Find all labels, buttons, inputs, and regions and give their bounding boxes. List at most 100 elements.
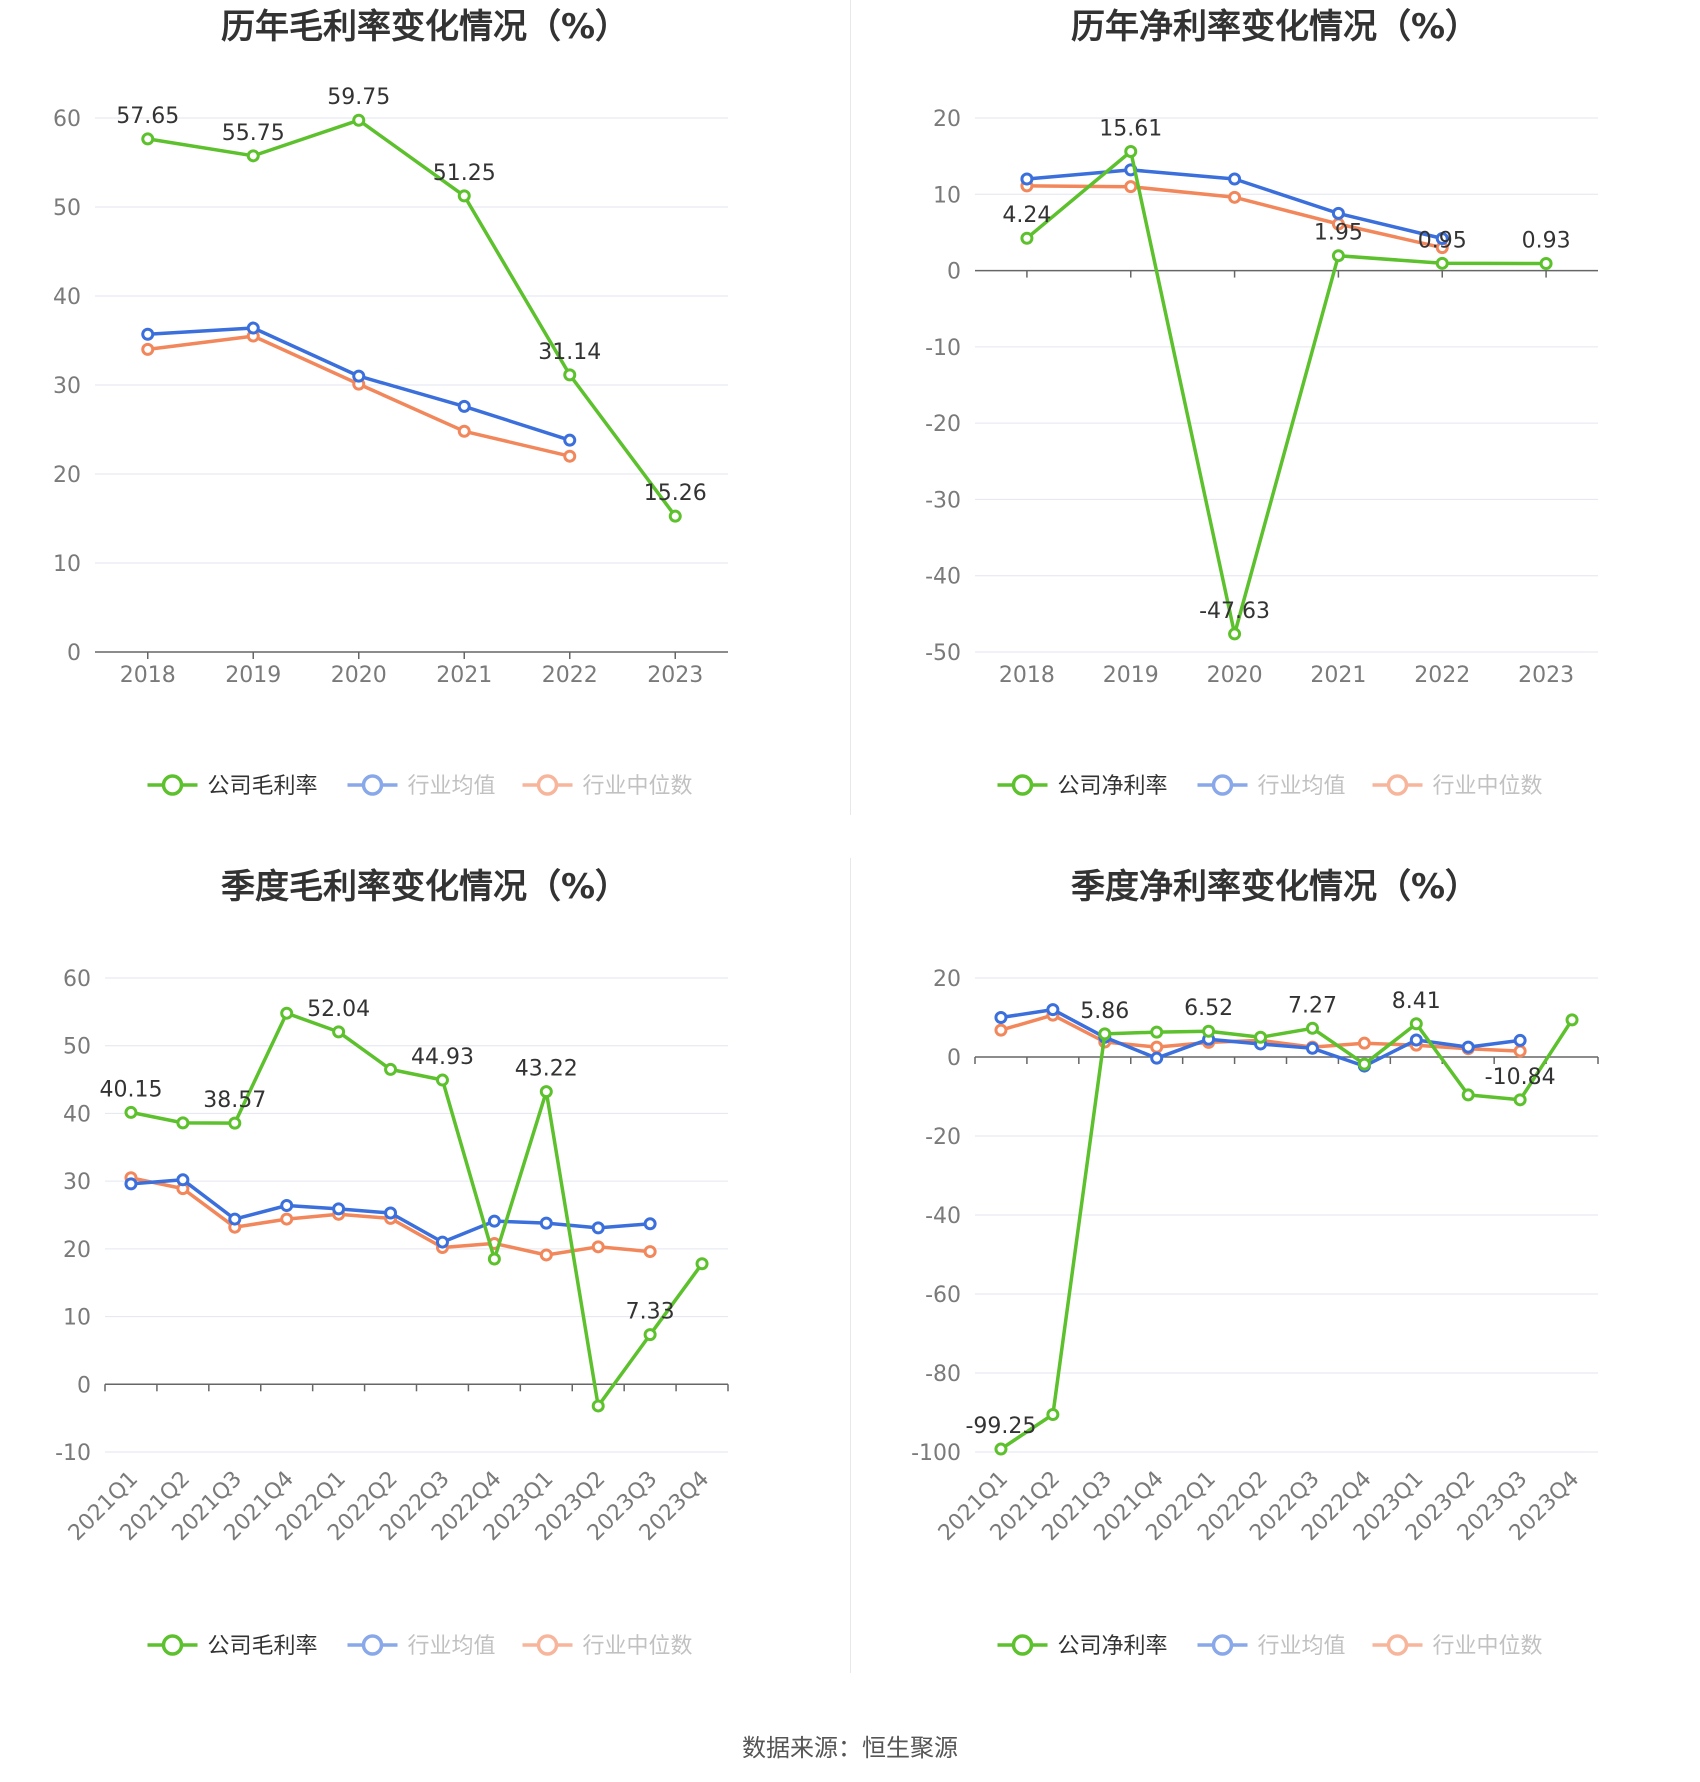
data-point-avg: [228, 1212, 242, 1226]
data-point-company: [1565, 1013, 1579, 1027]
y-tick-label: 0: [77, 1373, 91, 1398]
data-point-avg: [1331, 206, 1345, 220]
y-tick-label: -20: [925, 412, 961, 437]
data-point-company: [228, 1116, 242, 1130]
y-tick-label: -100: [911, 1441, 961, 1466]
data-point-avg: [1046, 1003, 1060, 1017]
data-point-company: [1409, 1017, 1423, 1031]
data-point-company: [668, 509, 682, 523]
data-point-company: [487, 1252, 501, 1266]
x-tick-label: 2021: [1310, 663, 1366, 688]
legend-label: 行业中位数: [1433, 774, 1543, 799]
legend-item-company: 公司净利率: [997, 774, 1168, 799]
data-label: 43.22: [515, 1057, 578, 1082]
data-point-avg: [1305, 1041, 1319, 1055]
x-tick-label: 2021: [436, 663, 492, 688]
data-point-avg: [124, 1177, 138, 1191]
y-tick-label: 10: [53, 552, 81, 577]
x-tick-label: 2020: [1207, 663, 1263, 688]
chart-quarterly-net: 季度净利率变化情况（%） -100 -80 -60 -40 -20 0 20 2021Q1 202…: [850, 860, 1700, 1720]
y-tick-label: 40: [63, 1102, 91, 1127]
data-label: 52.04: [307, 997, 370, 1022]
legend-label: 公司净利率: [1058, 774, 1168, 799]
y-tick-label: 60: [53, 107, 81, 132]
x-tick-label: 2023: [647, 663, 703, 688]
y-tick-label: 10: [933, 183, 961, 208]
legend-item-median: 行业中位数: [522, 774, 693, 799]
x-tick-label: 2022: [542, 663, 598, 688]
data-point-company: [1046, 1407, 1060, 1421]
y-tick-label: 50: [63, 1035, 91, 1060]
data-point-median: [1124, 180, 1138, 194]
data-point-avg: [643, 1217, 657, 1231]
y-tick-label: 60: [63, 967, 91, 992]
legend-item-avg: 行业均值: [347, 774, 496, 799]
data-point-avg: [176, 1173, 190, 1187]
chart-annual-gross: 历年毛利率变化情况（%） 0 10 20 30 40 50 60 2018 2019 2020 202…: [0, 0, 850, 860]
data-point-avg: [1150, 1051, 1164, 1065]
data-point-company: [1202, 1024, 1216, 1038]
data-label: 38.57: [203, 1088, 266, 1113]
column-divider-top: [850, 0, 851, 815]
data-point-median: [1513, 1044, 1527, 1058]
data-label: 7.27: [1288, 993, 1337, 1018]
data-point-company: [1305, 1021, 1319, 1035]
y-tick-label: 0: [947, 1046, 961, 1071]
legend-item-company: 公司净利率: [997, 1634, 1168, 1659]
data-point-avg: [1435, 232, 1449, 246]
y-tick-label: -80: [925, 1362, 961, 1387]
data-point-company: [384, 1062, 398, 1076]
data-point-company: [435, 1073, 449, 1087]
chart-quarterly-gross: 季度毛利率变化情况（%） -10 0 10 20 30 40 50 60 2021Q1 2021Q2…: [0, 860, 850, 1720]
data-point-company: [539, 1085, 553, 1099]
legend-marker: [361, 774, 384, 796]
y-tick-label: 20: [933, 967, 961, 992]
y-tick-label: 10: [63, 1306, 91, 1331]
chart-title: 季度净利率变化情况（%）: [1071, 867, 1479, 907]
legend-item-median: 行业中位数: [1372, 1634, 1543, 1659]
data-point-company: [994, 1442, 1008, 1456]
y-tick-label: 30: [63, 1170, 91, 1195]
chart-svg: 历年毛利率变化情况（%） 0 10 20 30 40 50 60 2018 2019 2020 202…: [53, 7, 728, 799]
data-label: 8.41: [1392, 989, 1441, 1014]
y-tick-label: -40: [925, 565, 961, 590]
data-point-avg: [246, 321, 260, 335]
data-point-company: [246, 149, 260, 163]
data-point-company: [280, 1006, 294, 1020]
data-label: 55.75: [222, 121, 285, 146]
legend-label: 行业中位数: [583, 774, 693, 799]
legend-label: 行业中位数: [1433, 1634, 1543, 1659]
data-label: 6.52: [1184, 996, 1233, 1021]
data-point-avg: [1020, 172, 1034, 186]
data-point-company: [1124, 144, 1138, 158]
data-source-note: 数据来源：恒生聚源: [742, 1734, 958, 1762]
data-label: -10.84: [1485, 1065, 1556, 1090]
chart-title: 历年净利率变化情况（%）: [1071, 7, 1479, 47]
data-point-company: [643, 1328, 657, 1342]
legend-marker: [161, 1634, 184, 1656]
data-point-avg: [332, 1202, 346, 1216]
data-point-avg: [487, 1214, 501, 1228]
data-point-company: [352, 113, 366, 127]
data-point-company: [1098, 1027, 1112, 1041]
data-point-avg: [539, 1216, 553, 1230]
data-label: 0.93: [1522, 228, 1571, 253]
legend-marker: [1386, 774, 1409, 796]
legend-item-median: 行业中位数: [1372, 774, 1543, 799]
data-point-median: [1150, 1040, 1164, 1054]
y-tick-label: 30: [53, 374, 81, 399]
x-tick-label: 2019: [1103, 663, 1159, 688]
y-tick-label: 40: [53, 285, 81, 310]
data-point-company: [457, 189, 471, 203]
data-point-company: [1357, 1057, 1371, 1071]
legend-label: 公司净利率: [1058, 1634, 1168, 1659]
legend-marker: [1211, 774, 1234, 796]
data-label: 40.15: [99, 1077, 162, 1102]
legend-item-company: 公司毛利率: [147, 1634, 318, 1659]
data-point-company: [1020, 231, 1034, 245]
column-divider-bottom: [850, 858, 851, 1673]
data-point-avg: [1409, 1033, 1423, 1047]
series-line-company: [1025, 149, 1547, 636]
y-tick-label: -30: [925, 488, 961, 513]
legend-label: 行业均值: [408, 774, 496, 799]
